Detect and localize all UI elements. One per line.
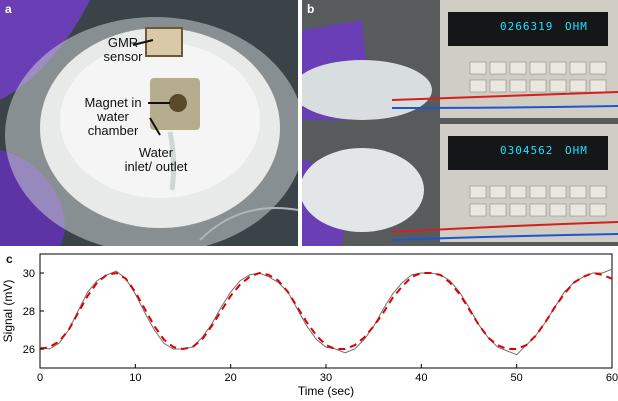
reading-unit: OHM — [564, 20, 588, 33]
blue-wire-upper — [391, 105, 618, 109]
reading-value: 0304562 — [500, 144, 554, 157]
panel-label-a: a — [5, 2, 12, 16]
lcd-upper — [448, 12, 608, 46]
y-tick-label: 26 — [23, 344, 35, 356]
gmr-sensor-chip — [145, 27, 183, 57]
y-axis-label: Signal (mV) — [1, 280, 15, 343]
x-tick-label: 0 — [37, 372, 43, 384]
y-tick-label: 30 — [23, 268, 35, 280]
y-ticks: 26 28 30 — [23, 268, 44, 356]
x-tick-label: 60 — [606, 372, 618, 384]
callout-gmr-sensor: GMR sensor — [103, 35, 143, 64]
raw-signal-layer — [39, 268, 613, 356]
reading-unit: OHM — [564, 144, 588, 157]
x-tick-label: 10 — [129, 372, 141, 384]
panel-label-c: c — [6, 252, 13, 266]
photo-device-top-view — [0, 0, 298, 246]
fit-curve-layer — [39, 271, 613, 351]
blue-wire-lower — [391, 233, 618, 241]
photo-multimeter-readings — [302, 0, 618, 246]
x-ticks: 0 10 20 30 40 50 60 — [37, 364, 618, 384]
magnet — [169, 94, 187, 112]
callout-water-inlet: Water inlet/ outlet — [124, 145, 188, 174]
glove-shape-upper-left — [0, 0, 90, 100]
red-wire-upper — [391, 91, 618, 101]
arrow-gmr-sensor — [132, 39, 154, 46]
plot-frame — [39, 253, 613, 369]
reading-value: 0266319 — [500, 20, 554, 33]
lcd-lower — [448, 136, 608, 170]
fit-curve-line — [39, 271, 613, 351]
arrow-water-inlet — [149, 117, 161, 136]
device-upper — [302, 60, 432, 120]
lcd-reading-lower: 0304562 OHM — [500, 144, 588, 157]
x-tick-label: 20 — [225, 372, 237, 384]
x-tick-label: 40 — [415, 372, 427, 384]
panel-label-b: b — [307, 2, 315, 16]
x-tick-label: 50 — [511, 372, 523, 384]
wire — [199, 207, 298, 241]
y-tick-label: 28 — [23, 306, 35, 318]
water-tube — [167, 131, 177, 191]
multimeter-illustration — [302, 0, 618, 246]
raw-signal-line — [39, 268, 613, 356]
device-lower — [302, 148, 424, 232]
lcd-reading-upper: 0266319 OHM — [500, 20, 588, 33]
x-axis-label: Time (sec) — [298, 384, 354, 398]
callout-magnet: Magnet in water chamber — [84, 95, 142, 138]
button-grid-lower — [469, 185, 607, 217]
signal-chart: 0 10 20 30 40 50 60 26 28 30 Time (sec) Signal (… — [1, 253, 618, 398]
x-tick-label: 30 — [320, 372, 332, 384]
device-illustration — [0, 0, 298, 246]
button-grid-upper — [469, 61, 607, 93]
red-wire-lower — [391, 221, 618, 233]
